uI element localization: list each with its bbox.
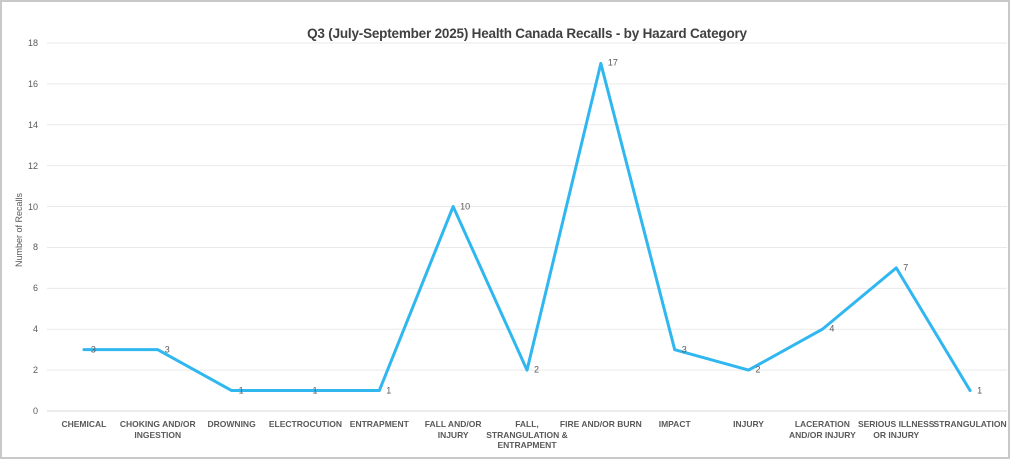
- y-tick-label: 4: [32, 324, 38, 335]
- chart-title: Q3 (July-September 2025) Health Canada R…: [307, 26, 747, 41]
- y-tick-label: 16: [27, 78, 38, 89]
- data-series-line: [82, 61, 972, 393]
- x-category-label: INJURY: [733, 419, 764, 429]
- data-point-label: 2: [755, 364, 761, 375]
- data-point-label: 10: [460, 201, 471, 212]
- x-category-label: FALL, STRANGULATION & ENTRAPMENT: [486, 419, 568, 450]
- y-tick-label: 12: [27, 160, 38, 171]
- y-tick-label: 2: [32, 365, 38, 376]
- x-category-label: ENTRAPMENT: [349, 419, 409, 429]
- x-category-label: SERIOUS ILLNESS OR INJURY: [857, 419, 935, 440]
- data-point-label: 4: [829, 323, 835, 334]
- data-point-label: 1: [238, 385, 244, 396]
- x-category-label: ELECTROCUTION: [268, 419, 343, 429]
- y-tick-label: 8: [32, 242, 38, 253]
- x-category-label: FALL AND/OR INJURY: [424, 419, 482, 440]
- data-point-label: 2: [534, 364, 540, 375]
- y-tick-label: 0: [32, 406, 38, 416]
- x-category-label: CHEMICAL: [61, 419, 107, 429]
- data-point-label: 3: [90, 344, 96, 355]
- data-point-label: 1: [312, 385, 318, 396]
- x-category-label: CHOKING AND/OR INGESTION: [119, 419, 196, 440]
- x-category-label: IMPACT: [658, 419, 691, 429]
- data-point-label: 1: [386, 385, 392, 396]
- y-tick-label: 18: [27, 38, 38, 48]
- data-point-label: 17: [607, 57, 618, 68]
- x-category-label: FIRE AND/OR BURN: [559, 419, 642, 429]
- data-point-label: 3: [681, 344, 687, 355]
- data-point-label: 1: [977, 385, 983, 396]
- x-category-label: LACERATION AND/OR INJURY: [789, 419, 856, 440]
- y-tick-label: 10: [27, 201, 38, 212]
- x-category-label: DROWNING: [207, 419, 256, 429]
- y-tick-label: 14: [27, 119, 38, 130]
- data-point-label: 7: [903, 262, 909, 273]
- data-point-label: 3: [164, 344, 170, 355]
- y-tick-label: 6: [32, 283, 38, 294]
- x-category-label: STRANGULATION: [933, 419, 1007, 429]
